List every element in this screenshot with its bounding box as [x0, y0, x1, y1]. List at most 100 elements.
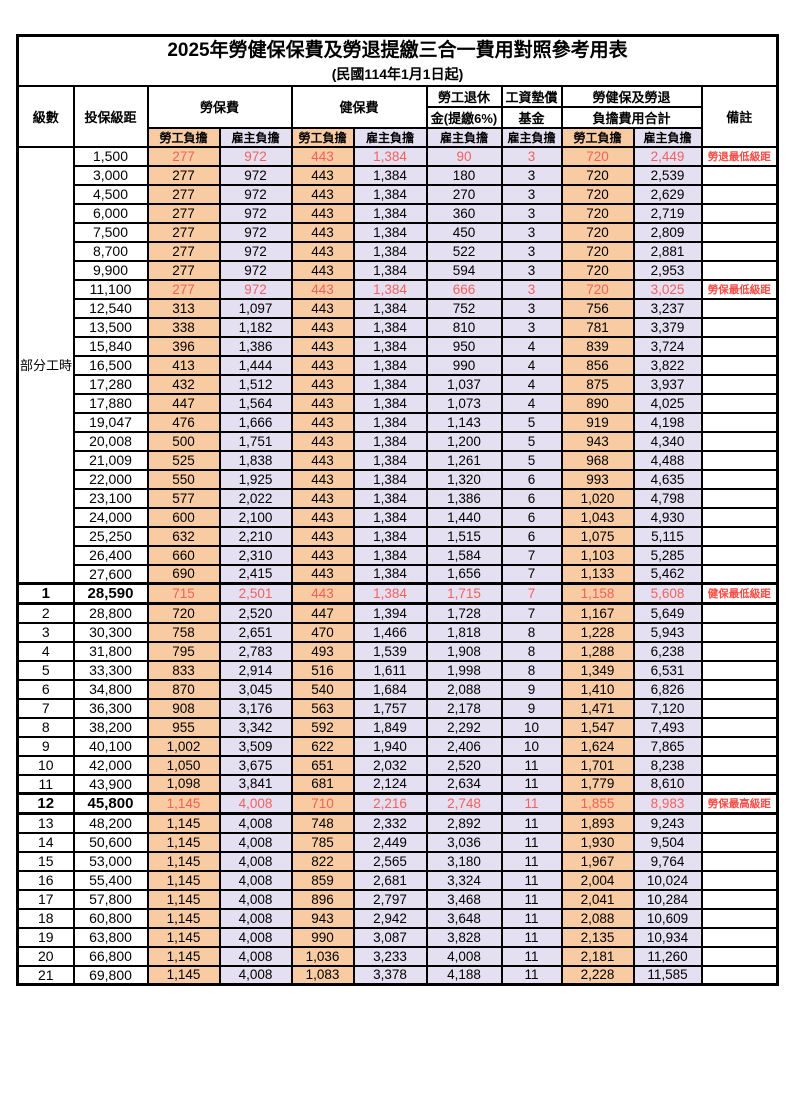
cell-value: 450 [425, 221, 503, 243]
subheader-pension-employer: 雇主負擔 [425, 126, 503, 148]
cell-bracket: 20,008 [72, 430, 149, 452]
cell-value: 432 [146, 373, 221, 395]
cell-value: 443 [290, 183, 355, 205]
cell-remark: 勞保最低級距 [700, 278, 779, 300]
cell-value: 90 [425, 145, 503, 167]
cell-value: 277 [146, 164, 221, 186]
cell-value: 972 [218, 145, 293, 167]
cell-remark [700, 773, 779, 795]
cell-level: 17 [16, 888, 75, 910]
cell-bracket: 24,000 [72, 506, 149, 528]
table-row: 10 42,000 1,050 3,675 651 2,032 2,520 11 1,701 8,… [16, 754, 779, 776]
cell-bracket: 8,700 [72, 240, 149, 262]
cell-value: 1,893 [560, 812, 635, 834]
cell-value: 1,547 [560, 716, 635, 738]
cell-level: 4 [16, 640, 75, 662]
cell-level: 6 [16, 678, 75, 700]
cell-value: 1,384 [352, 335, 428, 357]
cell-value: 525 [146, 449, 221, 471]
cell-value: 3,036 [425, 831, 503, 853]
cell-value: 3,176 [218, 697, 293, 719]
cell-value: 1,440 [425, 506, 503, 528]
cell-value: 1,386 [425, 487, 503, 509]
cell-remark [700, 926, 779, 948]
cell-value: 2,124 [352, 773, 428, 795]
cell-remark [700, 640, 779, 662]
cell-bracket: 16,500 [72, 354, 149, 376]
cell-value: 1,564 [218, 392, 293, 414]
cell-bracket: 69,800 [72, 964, 149, 986]
cell-value: 2,881 [632, 240, 703, 262]
cell-value: 2,634 [425, 773, 503, 795]
cell-value: 1,384 [352, 449, 428, 471]
cell-value: 972 [218, 202, 293, 224]
cell-remark: 勞退最低級距 [700, 145, 779, 167]
cell-remark [700, 240, 779, 262]
cell-level: 18 [16, 907, 75, 929]
col-header-health-fee: 健保費 [290, 84, 428, 129]
cell-value: 2,088 [425, 678, 503, 700]
cell-level: 12 [16, 792, 75, 815]
cell-value: 1,145 [146, 812, 221, 834]
cell-remark [700, 316, 779, 338]
cell-value: 4,930 [632, 506, 703, 528]
cell-value: 10,024 [632, 869, 703, 891]
cell-bracket: 11,100 [72, 278, 149, 300]
cell-value: 1,394 [352, 602, 428, 624]
cell-value: 11 [500, 792, 563, 815]
cell-value: 715 [146, 582, 221, 605]
table-row: 6,000 277 972 443 1,384 360 3 720 2,719 [18, 202, 779, 224]
table-row: 17,280 432 1,512 443 1,384 1,037 4 875 3,937 [18, 373, 779, 395]
cell-level: 7 [16, 697, 75, 719]
cell-value: 968 [560, 449, 635, 471]
table-row: 26,400 660 2,310 443 1,384 1,584 7 1,103 5,285 [18, 544, 779, 566]
cell-value: 6 [500, 525, 563, 547]
table-row: 1 28,590 715 2,501 443 1,384 1,715 7 1,158 5,608 健… [16, 582, 779, 605]
cell-value: 1,584 [425, 544, 503, 566]
cell-value: 5,943 [632, 621, 703, 643]
cell-value: 839 [560, 335, 635, 357]
header-row-3: 勞工負擔 雇主負擔 勞工負擔 雇主負擔 雇主負擔 雇主負擔 勞工負擔 雇主負擔 [18, 126, 778, 148]
cell-value: 3,087 [352, 926, 428, 948]
cell-remark: 勞保最高級距 [700, 792, 779, 815]
cell-value: 3,509 [218, 735, 293, 757]
cell-value: 396 [146, 335, 221, 357]
cell-value: 1,539 [352, 640, 428, 662]
cell-value: 4,008 [218, 869, 293, 891]
cell-remark [700, 392, 779, 414]
col-header-level: 級數 [16, 84, 75, 148]
cell-value: 594 [425, 259, 503, 281]
cell-value: 875 [560, 373, 635, 395]
cell-value: 1,384 [352, 278, 428, 300]
cell-value: 5 [500, 411, 563, 433]
cell-value: 4 [500, 335, 563, 357]
cell-value: 955 [146, 716, 221, 738]
cell-value: 2,216 [352, 792, 428, 815]
cell-value: 443 [290, 354, 355, 376]
cell-value: 3,937 [632, 373, 703, 395]
cell-value: 3,324 [425, 869, 503, 891]
cell-value: 2,406 [425, 735, 503, 757]
cell-value: 1,998 [425, 659, 503, 681]
cell-level: 19 [16, 926, 75, 948]
cell-bracket: 38,200 [72, 716, 149, 738]
table-row: 12 45,800 1,145 4,008 710 2,216 2,748 11 1,855 8,… [16, 792, 779, 815]
cell-value: 1,715 [425, 582, 503, 605]
table-row: 5 33,300 833 2,914 516 1,611 1,998 8 1,349 6,531 [16, 659, 779, 681]
cell-level: 15 [16, 850, 75, 872]
cell-value: 2,022 [218, 487, 293, 509]
cell-value: 1,167 [560, 602, 635, 624]
cell-value: 3,045 [218, 678, 293, 700]
cell-level: 8 [16, 716, 75, 738]
col-header-total-line2: 負擔費用合計 [560, 105, 703, 129]
cell-value: 6 [500, 506, 563, 528]
cell-remark [700, 354, 779, 376]
cell-value: 1,043 [560, 506, 635, 528]
table-row: 7 36,300 908 3,176 563 1,757 2,178 9 1,471 7,120 [16, 697, 779, 719]
cell-value: 3 [500, 202, 563, 224]
subheader-health-employer: 雇主負擔 [352, 126, 428, 148]
cell-bracket: 53,000 [72, 850, 149, 872]
cell-level: 16 [16, 869, 75, 891]
cell-value: 9,243 [632, 812, 703, 834]
cell-value: 1,779 [560, 773, 635, 795]
